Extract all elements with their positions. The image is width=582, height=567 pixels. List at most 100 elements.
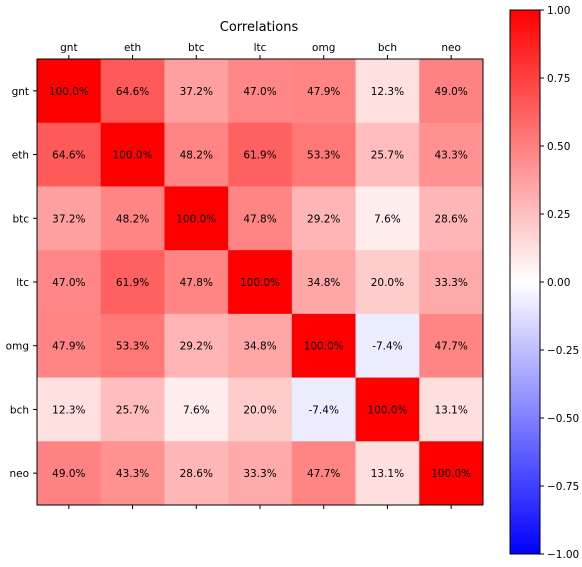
heatmap-cell-labels: 100.0% 64.6% 37.2% 47.0% 47.9% 12.3% 49.0% 64.6…: [49, 86, 471, 480]
cell-value-label: 33.3%: [243, 468, 276, 480]
cell-value-label: 100.0%: [431, 468, 471, 480]
cell-value-label: 100.0%: [367, 404, 407, 416]
cell-value-label: 49.0%: [52, 468, 85, 480]
heatmap-cell: [164, 377, 229, 442]
heatmap-cell: [228, 441, 293, 506]
x-tick-label: neo: [441, 42, 461, 54]
heatmap-cell: [419, 313, 484, 378]
y-tick-label: gnt: [12, 86, 29, 98]
cell-value-label: 64.6%: [116, 86, 149, 98]
cell-value-label: 47.8%: [243, 213, 276, 225]
cell-value-label: 20.0%: [371, 277, 404, 289]
cell-value-label: 47.0%: [243, 86, 276, 98]
heatmap-cell: [164, 122, 229, 187]
heatmap-cell: [164, 250, 229, 315]
cell-value-label: 100.0%: [176, 213, 216, 225]
heatmap-cell: [164, 59, 229, 124]
cell-value-label: 49.0%: [434, 86, 467, 98]
colorbar-tick-label: 0.00: [547, 277, 570, 289]
colorbar-tick-label: −1.00: [547, 549, 579, 561]
heatmap-cell: [419, 186, 484, 251]
heatmap-cell: [228, 59, 293, 124]
chart-title: Correlations: [220, 20, 299, 35]
heatmap-cell: [164, 186, 229, 251]
x-tick-label: omg: [312, 42, 335, 54]
cell-value-label: 53.3%: [116, 341, 149, 353]
cell-value-label: 47.7%: [434, 341, 467, 353]
colorbar-axis: 1.00 0.75 0.50 0.25 0.00 −0.25 −0.50 −0.75 −1.00: [540, 5, 579, 561]
x-tick-label: ltc: [254, 42, 267, 54]
heatmap-cells: [37, 59, 484, 506]
heatmap-cell: [419, 441, 484, 506]
cell-value-label: 47.9%: [307, 86, 340, 98]
heatmap-cell: [228, 313, 293, 378]
heatmap-cell: [100, 59, 165, 124]
heatmap-cell: [37, 250, 102, 315]
heatmap-cell: [419, 122, 484, 187]
heatmap-cell: [228, 377, 293, 442]
heatmap-cell: [355, 122, 420, 187]
cell-value-label: 25.7%: [371, 150, 404, 162]
colorbar-tick-label: −0.75: [547, 481, 579, 493]
heatmap-cell: [291, 59, 356, 124]
cell-value-label: 47.8%: [180, 277, 213, 289]
heatmap-cell: [419, 59, 484, 124]
y-tick-label: bch: [10, 404, 29, 416]
cell-value-label: 13.1%: [434, 404, 467, 416]
heatmap-cell: [228, 122, 293, 187]
cell-value-label: 34.8%: [243, 341, 276, 353]
heatmap-cell: [291, 377, 356, 442]
cell-value-label: 64.6%: [52, 150, 85, 162]
heatmap-cell: [37, 313, 102, 378]
cell-value-label: 61.9%: [243, 150, 276, 162]
heatmap-cell: [355, 313, 420, 378]
cell-value-label: 100.0%: [304, 341, 344, 353]
cell-value-label: 33.3%: [434, 277, 467, 289]
heatmap-cell: [291, 122, 356, 187]
heatmap-cell: [355, 59, 420, 124]
heatmap-cell: [291, 186, 356, 251]
x-tick-label: eth: [124, 42, 141, 54]
cell-value-label: 7.6%: [183, 404, 210, 416]
y-axis: gnt eth btc ltc omg bch neo: [6, 86, 37, 480]
heatmap-cell: [355, 441, 420, 506]
cell-value-label: 53.3%: [307, 150, 340, 162]
cell-value-label: 37.2%: [180, 86, 213, 98]
heatmap-cell: [37, 441, 102, 506]
cell-value-label: 13.1%: [371, 468, 404, 480]
cell-value-label: 47.7%: [307, 468, 340, 480]
cell-value-label: 12.3%: [52, 404, 85, 416]
heatmap-cell: [419, 250, 484, 315]
cell-value-label: 20.0%: [243, 404, 276, 416]
colorbar-tick-label: 1.00: [547, 5, 570, 17]
colorbar-tick-label: 0.75: [547, 73, 570, 85]
colorbar-tick-label: 0.25: [547, 209, 570, 221]
heatmap-cell: [100, 377, 165, 442]
colorbar-tick-label: −0.25: [547, 345, 579, 357]
heatmap-cell: [37, 122, 102, 187]
cell-value-label: 25.7%: [116, 404, 149, 416]
heatmap-cell: [419, 377, 484, 442]
cell-value-label: 48.2%: [180, 150, 213, 162]
heatmap-cell: [355, 377, 420, 442]
y-tick-label: btc: [12, 213, 29, 225]
colorbar-tick-label: −0.50: [547, 413, 579, 425]
y-tick-label: omg: [6, 341, 29, 353]
cell-value-label: 61.9%: [116, 277, 149, 289]
heatmap-cell: [37, 59, 102, 124]
cell-value-label: -7.4%: [308, 404, 338, 416]
heatmap-cell: [100, 250, 165, 315]
cell-value-label: 34.8%: [307, 277, 340, 289]
heatmap-cell: [355, 186, 420, 251]
cell-value-label: 100.0%: [49, 86, 89, 98]
heatmap-cell: [291, 313, 356, 378]
cell-value-label: 12.3%: [371, 86, 404, 98]
y-tick-label: eth: [12, 150, 29, 162]
heatmap-cell: [100, 441, 165, 506]
cell-value-label: 37.2%: [52, 213, 85, 225]
heatmap-cell: [37, 186, 102, 251]
heatmap-cell: [291, 441, 356, 506]
colorbar-tick-label: 0.50: [547, 141, 570, 153]
heatmap-cell: [100, 122, 165, 187]
heatmap-cell: [100, 186, 165, 251]
